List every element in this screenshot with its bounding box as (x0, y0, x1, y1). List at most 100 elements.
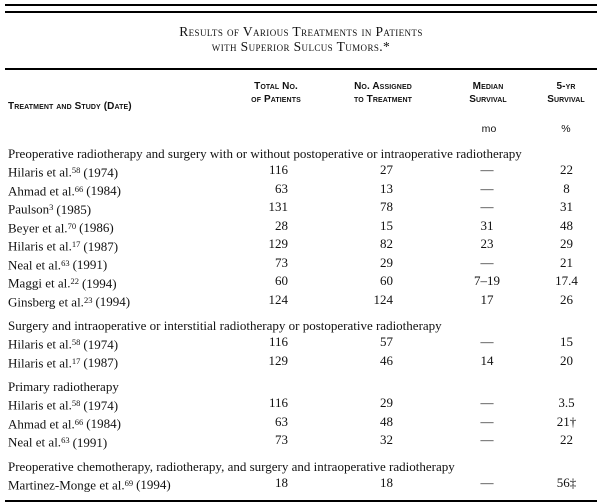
cell-assigned-treatment: 57 (380, 334, 393, 349)
header-total-patients-line2: of Patients (251, 93, 301, 105)
cell-5yr-survival: 22 (560, 432, 573, 447)
study-ref-superscript: 17 (71, 355, 81, 366)
cell-total-patients: 124 (268, 291, 289, 307)
table-row: Ginsberg et al.23 (1994) 124 124 17 26 (6, 292, 602, 311)
study-date: (1987) (83, 238, 119, 254)
cell-study: Hilaris et al.17 (1987) (6, 236, 236, 255)
cell-assigned-treatment: 124 (373, 291, 394, 307)
cell-study: Hilaris et al.58 (1974) (6, 162, 236, 181)
cell-assigned-treatment: 48 (380, 413, 393, 429)
study-ref-superscript: 22 (70, 276, 79, 286)
table-row: Neal et al.63 (1991) 73 32 — 22 (6, 432, 602, 451)
header-total-patients-line1: Total No. (254, 81, 298, 92)
cell-total-patients: 129 (268, 352, 289, 368)
cell-5yr-survival: 29 (560, 236, 573, 251)
cell-assigned-treatment: 60 (380, 273, 393, 288)
study-date: (1974) (83, 397, 119, 413)
cell-study: Neal et al.63 (1991) (6, 432, 236, 451)
table-row: Hilaris et al.58 (1974) 116 27 — 22 (6, 162, 602, 181)
cell-assigned-treatment: 29 (380, 395, 393, 410)
cell-total-patients: 60 (275, 273, 288, 288)
table-title: Results of Various Treatments in Patient… (0, 24, 602, 54)
unit-months-label: mo (481, 123, 497, 135)
table-row: Maggi et al.22 (1994) 60 60 7–19 17.4 (6, 273, 602, 292)
treatment-section: Primary radiotherapy Hilaris et al.58 (19… (0, 379, 602, 451)
section-rows: Martinez-Monge et al.69 (1994) 18 18 — 56… (0, 475, 602, 494)
cell-study: Beyer et al.70 (1986) (6, 218, 236, 237)
cell-study: Hilaris et al.17 (1987) (6, 353, 236, 372)
study-name: Neal et al. (8, 257, 62, 272)
cell-study: Hilaris et al.58 (1974) (6, 395, 236, 414)
study-ref-superscript: 69 (124, 477, 134, 488)
study-date: (1991) (72, 257, 108, 272)
study-name: Martinez-Monge et al. (8, 477, 125, 492)
cell-median-survival: 7–19 (474, 273, 500, 288)
cell-study: Ginsberg et al.23 (1994) (6, 292, 236, 311)
study-name: Ahmad et al. (8, 183, 75, 198)
table-body: Preoperative radiotherapy and surgery wi… (0, 146, 602, 493)
table-row: Neal et al.63 (1991) 73 29 — 21 (6, 255, 602, 274)
cell-5yr-survival: 8 (563, 180, 570, 196)
header-assigned-treatment: No. Assigned to Treatment (354, 81, 412, 106)
section-heading: Surgery and intraoperative or interstiti… (8, 318, 442, 333)
cell-median-survival: — (480, 180, 494, 196)
cell-total-patients: 63 (275, 413, 288, 429)
cell-total-patients: 131 (268, 199, 289, 214)
table-row: Paulson3 (1985) 131 78 — 31 (6, 199, 602, 218)
cell-study: Paulson3 (1985) (6, 199, 236, 218)
header-assigned-line1: No. Assigned (354, 81, 412, 92)
cell-study: Martinez-Monge et al.69 (1994) (6, 475, 236, 494)
study-ref-superscript: 58 (71, 165, 81, 175)
cell-assigned-treatment: 82 (380, 236, 393, 251)
cell-median-survival: 31 (480, 217, 494, 233)
cell-5yr-survival: 22 (560, 162, 573, 177)
cell-total-patients: 129 (268, 236, 289, 251)
cell-assigned-treatment: 27 (380, 162, 393, 177)
study-name: Hilaris et al. (8, 336, 72, 352)
cell-median-survival: — (480, 199, 494, 214)
cell-study: Neal et al.63 (1991) (6, 255, 236, 274)
header-treatment-study: Treatment and Study (Date) (8, 101, 132, 112)
header-assigned-line2: to Treatment (353, 93, 413, 105)
study-date: (1984) (86, 416, 121, 431)
cell-5yr-survival: 21 (560, 254, 573, 270)
unit-percent-label: % (561, 123, 571, 135)
cell-median-survival: 14 (480, 352, 494, 368)
study-date: (1986) (79, 220, 114, 235)
cell-5yr-survival: 56‡ (556, 474, 577, 490)
study-ref-superscript: 66 (74, 416, 84, 427)
study-date: (1974) (83, 164, 119, 180)
study-ref-superscript: 70 (67, 220, 77, 231)
table-row: Beyer et al.70 (1986) 28 15 31 48 (6, 218, 602, 237)
header-5yr-line2: Survival (547, 93, 585, 105)
cell-total-patients: 116 (268, 395, 288, 410)
section-rows: Hilaris et al.58 (1974) 116 57 — 15 Hilar… (0, 334, 602, 371)
header-median-line1: Median (472, 81, 504, 92)
study-name: Neal et al. (8, 434, 62, 450)
study-name: Hilaris et al. (8, 397, 72, 413)
cell-assigned-treatment: 32 (380, 432, 393, 447)
header-5yr-line1: 5-yr (556, 81, 576, 92)
table-row: Hilaris et al.58 (1974) 116 57 — 15 (6, 334, 602, 353)
study-name: Ginsberg et al. (8, 294, 84, 309)
table-row: Hilaris et al.58 (1974) 116 29 — 3.5 (6, 395, 602, 414)
cell-5yr-survival: 20 (560, 352, 573, 368)
study-name: Hilaris et al. (8, 355, 72, 370)
study-name: Hilaris et al. (8, 164, 72, 180)
treatment-section: Surgery and intraoperative or interstiti… (0, 318, 602, 371)
table-row: Hilaris et al.17 (1987) 129 46 14 20 (6, 353, 602, 372)
study-ref-superscript: 63 (61, 257, 70, 268)
cell-assigned-treatment: 13 (380, 180, 393, 196)
study-ref-superscript: 63 (61, 435, 70, 445)
section-heading: Preoperative radiotherapy and surgery wi… (8, 146, 522, 161)
section-heading: Preoperative chemotherapy, radiotherapy,… (8, 458, 455, 474)
study-ref-superscript: 58 (71, 337, 81, 347)
cell-5yr-survival: 21† (556, 413, 577, 429)
table-title-line2: with Superior Sulcus Tumors.* (211, 39, 391, 54)
cell-assigned-treatment: 78 (380, 199, 393, 214)
cell-median-survival: — (480, 254, 494, 270)
cell-total-patients: 18 (275, 474, 288, 490)
study-name: Ahmad et al. (8, 416, 75, 431)
study-date: (1994) (81, 275, 117, 291)
cell-median-survival: 23 (480, 236, 494, 251)
